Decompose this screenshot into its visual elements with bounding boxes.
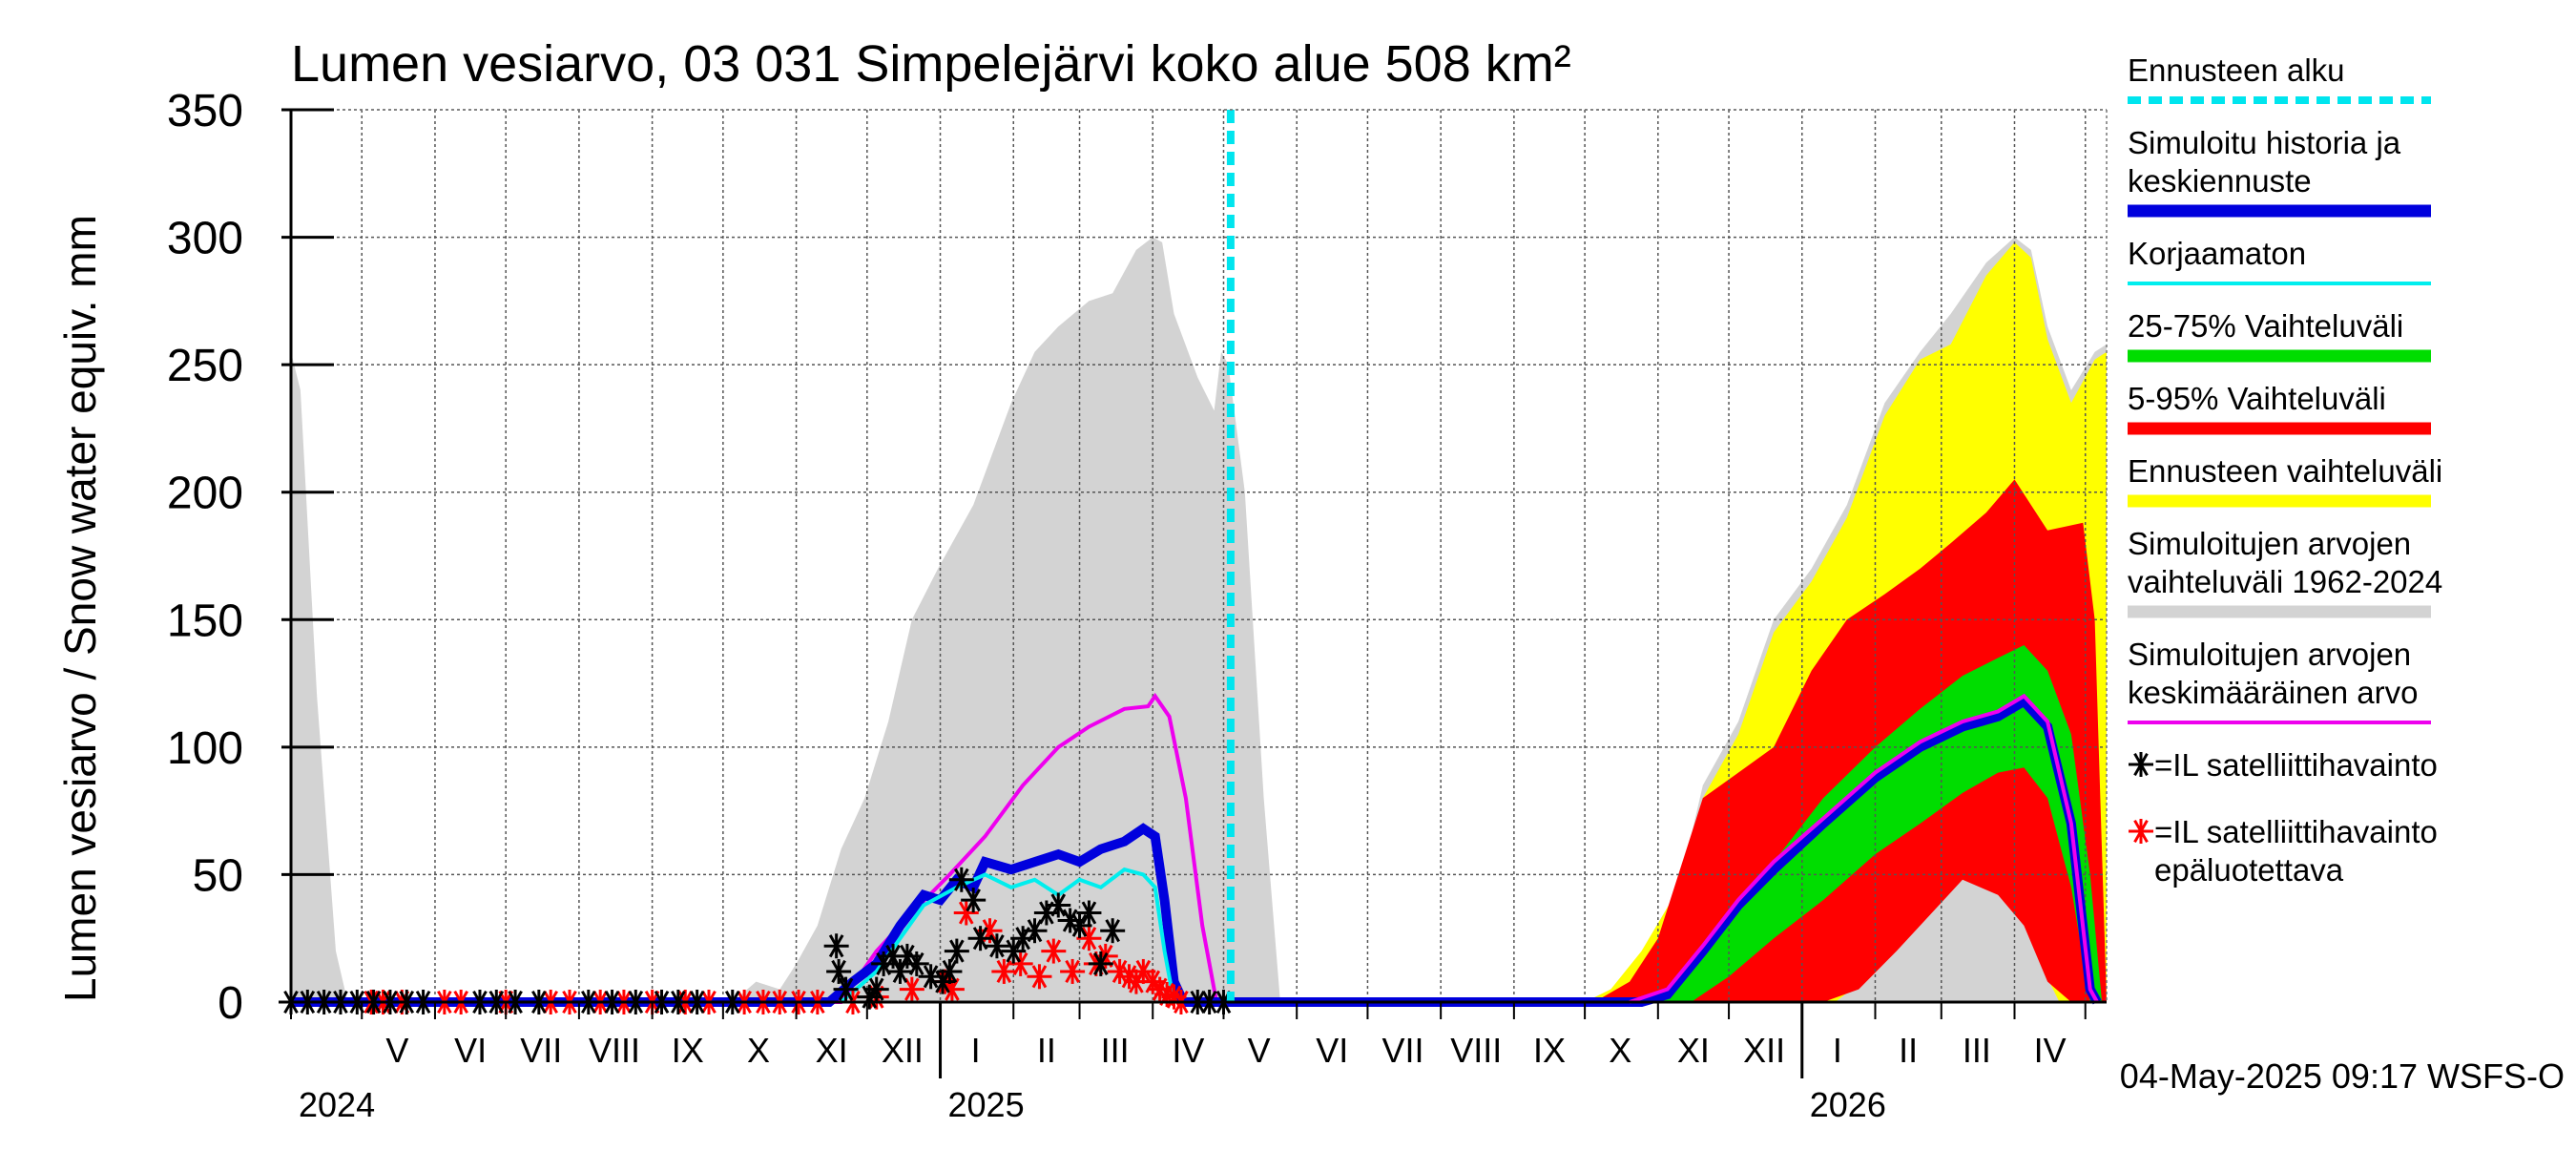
y-tick-label: 250 [167,341,243,391]
x-month-label: III [1963,1031,1991,1070]
x-year-label: 2025 [948,1085,1025,1124]
sat-obs-unreliable-marker [1060,958,1086,984]
legend-swatch [2129,819,2153,844]
sat-obs-marker [1022,918,1048,944]
sat-obs-marker [823,933,849,959]
legend-label: vaihteluväli 1962-2024 [2128,564,2442,599]
x-month-label: XI [816,1031,848,1070]
legend-label: Ennusteen alku [2128,52,2345,88]
sat-obs-marker [961,888,987,913]
x-month-label: X [1609,1031,1631,1070]
sat-obs-marker [1001,938,1027,964]
x-month-label: X [747,1031,770,1070]
x-month-label: XI [1677,1031,1710,1070]
sat-obs-marker [937,958,963,984]
legend-swatch [2129,752,2153,777]
x-month-label: VII [1382,1031,1424,1070]
legend-label: 5-95% Vaihteluväli [2128,381,2386,416]
legend-label: 25-75% Vaihteluväli [2128,308,2403,344]
legend-label: Simuloitujen arvojen [2128,637,2411,672]
x-month-label: VI [1316,1031,1348,1070]
historical-range-area [291,237,2107,1003]
sat-obs-unreliable-marker [899,976,924,1002]
y-tick-label: 0 [218,978,243,1029]
sat-obs-unreliable-marker [1107,958,1132,984]
sat-obs-marker [967,926,993,951]
sat-obs-marker [887,958,913,984]
x-month-label: IV [2034,1031,2067,1070]
sat-obs-unreliable-marker [1027,964,1052,990]
sat-obs-marker [1067,912,1092,938]
chart-title: Lumen vesiarvo, 03 031 Simpelejärvi koko… [291,35,1571,93]
x-month-label: I [1833,1031,1842,1070]
sat-obs-marker [863,976,889,1002]
x-year-label: 2024 [299,1085,375,1124]
sat-obs-marker [833,976,859,1002]
x-month-label: VI [454,1031,487,1070]
x-month-label: V [1248,1031,1271,1070]
legend-label: Korjaamaton [2128,236,2306,271]
y-axis-label: Lumen vesiarvo / Snow water equiv. mm [55,215,105,1002]
sat-obs-marker [1088,951,1113,976]
timestamp-footer: 04-May-2025 09:17 WSFS-O [2120,1056,2565,1096]
x-month-label: V [385,1031,408,1070]
p5-95-range-area [1594,479,2107,1002]
legend-label: keskimääräinen arvo [2128,675,2418,710]
legend-label: Simuloitu historia ja [2128,125,2401,160]
sat-obs-marker [944,938,969,964]
x-month-label: IX [672,1031,704,1070]
sat-obs-unreliable-marker [1076,926,1102,951]
x-month-label: XII [882,1031,924,1070]
x-month-label: III [1101,1031,1130,1070]
x-month-label: VII [520,1031,562,1070]
x-year-label: 2026 [1810,1085,1886,1124]
sat-obs-unreliable-marker [953,900,979,926]
y-tick-label: 350 [167,86,243,136]
p25-75-range-area [1657,645,2103,1002]
sat-obs-marker [948,867,974,892]
sat-obs-marker [1076,900,1102,926]
uncorrected-line [840,867,1176,1004]
sat-obs-marker [1100,918,1126,944]
historical-mean-forecast-line [1629,693,2099,1004]
x-month-label: IV [1172,1031,1204,1070]
sat-obs-marker [904,951,929,976]
y-tick-label: 150 [167,596,243,646]
x-month-label: XII [1743,1031,1785,1070]
legend-label: =IL satelliittihavainto [2154,814,2438,849]
y-tick-label: 50 [193,850,243,901]
x-month-label: VIII [1450,1031,1502,1070]
sat-obs-marker [1057,908,1083,933]
sat-obs-marker [984,933,1009,959]
legend-label: =IL satelliittihavainto [2154,747,2438,783]
y-tick-label: 300 [167,214,243,264]
x-month-label: IX [1533,1031,1566,1070]
x-month-label: II [1037,1031,1056,1070]
legend-label: keskiennuste [2128,163,2312,199]
legend-label: Simuloitujen arvojen [2128,526,2411,561]
legend-label: epäluotettava [2154,852,2344,888]
y-tick-label: 100 [167,723,243,774]
sat-obs-marker [1046,892,1071,918]
x-month-label: II [1899,1031,1918,1070]
x-month-label: I [971,1031,981,1070]
legend-label: Ennusteen vaihteluväli [2128,453,2442,489]
y-tick-label: 200 [167,469,243,519]
sat-obs-unreliable-marker [1041,938,1067,964]
x-month-label: VIII [589,1031,640,1070]
